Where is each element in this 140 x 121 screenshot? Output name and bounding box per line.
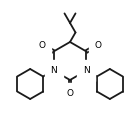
Text: N: N [83, 66, 90, 75]
Text: O: O [66, 88, 74, 98]
Text: O: O [39, 41, 46, 49]
Text: N: N [50, 66, 57, 75]
Text: O: O [94, 41, 101, 49]
